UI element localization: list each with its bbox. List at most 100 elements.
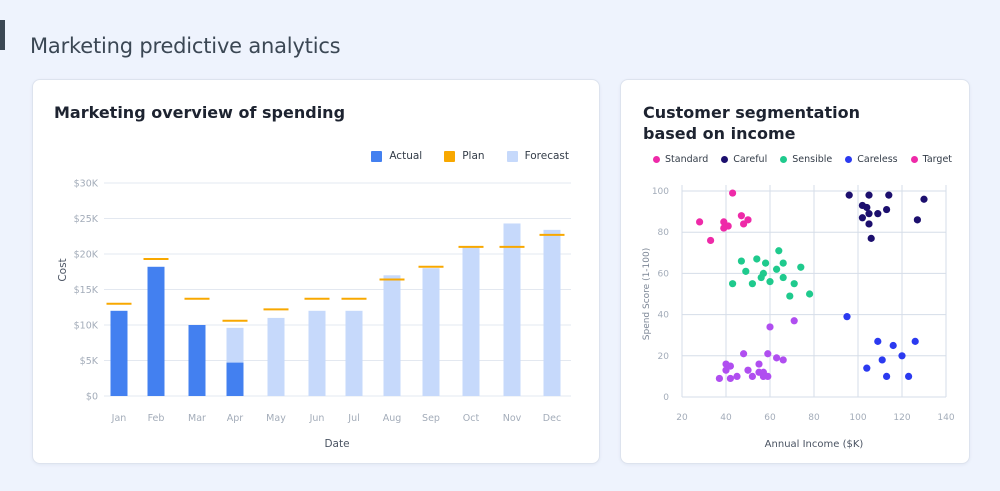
point-careful [858, 214, 866, 222]
point-target [722, 366, 730, 374]
point-sensible [742, 267, 750, 275]
segmentation-legend: Standard Careful Sensible Careless Target [653, 154, 952, 165]
point-target [744, 366, 752, 374]
point-target [748, 372, 756, 380]
point-standard [696, 218, 704, 226]
point-careful [885, 191, 893, 199]
x-tick-label: Feb [148, 413, 165, 424]
x-tick-label: Mar [188, 413, 206, 424]
x-tick-label: May [266, 413, 286, 424]
x-tick-label: Oct [463, 413, 480, 424]
x-axis-label: Annual Income ($K) [765, 439, 864, 450]
legend-item-target[interactable]: Target [910, 154, 953, 165]
legend-dot-standard [653, 156, 660, 163]
y-tick-label: 20 [658, 352, 670, 362]
y-tick-label: 100 [652, 187, 669, 197]
point-careful [867, 234, 875, 242]
segmentation-scatter-chart: Annual Income ($K) Spend Score (1-100) 2… [642, 185, 955, 450]
x-tick-label: Jun [309, 413, 325, 424]
point-careful [883, 205, 891, 214]
point-careless [911, 337, 919, 345]
title-accent-bar [0, 20, 5, 50]
point-target [779, 356, 787, 364]
legend-dot-careful [721, 156, 729, 163]
spending-legend: Actual Plan Forecast [371, 150, 569, 162]
y-tick-label: $25K [74, 214, 99, 225]
point-sensible [775, 247, 783, 255]
legend-item-sensible[interactable]: Sensible [780, 154, 832, 165]
point-sensible [748, 280, 756, 288]
point-careful [865, 191, 873, 199]
spending-chart-card: Marketing overview of spending Actual Pl… [32, 79, 600, 464]
point-careless [889, 341, 897, 350]
point-careless [878, 356, 886, 364]
legend-dot-careless [845, 156, 853, 163]
x-tick-label: Nov [503, 413, 522, 424]
legend-item-actual[interactable]: Actual [371, 150, 422, 162]
legend-item-standard[interactable]: Standard [653, 154, 708, 165]
actual-bar-mar [188, 325, 206, 396]
forecast-bar-dec [543, 229, 561, 396]
point-careful [865, 220, 873, 228]
forecast-bar-nov [503, 223, 521, 396]
x-tick-label: 100 [849, 413, 866, 423]
y-tick-label: $0 [86, 392, 98, 403]
y-tick-label: $10K [74, 321, 99, 332]
point-careless [874, 337, 882, 345]
legend-dot-target [910, 156, 918, 163]
legend-item-careful[interactable]: Careful [721, 154, 767, 165]
page-title: Marketing predictive analytics [30, 34, 341, 59]
y-tick-label: $20K [74, 250, 99, 261]
point-sensible [790, 280, 798, 288]
point-careless [843, 313, 851, 321]
y-tick-label: $15K [74, 285, 99, 296]
point-careful [874, 210, 882, 218]
actual-bar-apr [226, 362, 244, 396]
point-target [764, 350, 772, 358]
legend-label: Actual [389, 150, 423, 162]
x-tick-label: 60 [764, 413, 776, 423]
x-tick-label: 80 [808, 413, 820, 423]
segmentation-chart-card: Customer segmentation based on income St… [620, 79, 970, 464]
forecast-bar-jul [345, 310, 363, 396]
actual-bar-feb [147, 266, 165, 396]
point-careful [865, 210, 873, 218]
y-tick-label: $30K [74, 179, 99, 190]
legend-item-plan[interactable]: Plan [444, 150, 485, 162]
legend-swatch-actual [371, 150, 383, 162]
legend-swatch-forecast [506, 150, 518, 162]
point-careful [863, 203, 871, 212]
point-target [733, 372, 741, 380]
legend-item-forecast[interactable]: Forecast [506, 150, 569, 162]
x-tick-label: Aug [383, 413, 402, 424]
legend-dot-sensible [780, 156, 788, 163]
legend-item-careless[interactable]: Careless [845, 154, 898, 165]
legend-label: Target [922, 154, 953, 165]
x-tick-label: Jan [111, 413, 127, 424]
point-careful [845, 191, 853, 199]
legend-label: Careless [857, 154, 898, 165]
forecast-bar-sep [422, 268, 440, 396]
point-standard [740, 220, 748, 228]
y-tick-label: 40 [658, 311, 670, 321]
legend-swatch-plan [444, 150, 456, 162]
point-target [715, 374, 723, 383]
y-axis-label: Spend Score (1-100) [642, 248, 652, 340]
x-tick-label: Jul [347, 413, 359, 424]
point-careless [905, 372, 913, 380]
point-standard [737, 212, 745, 220]
x-tick-label: Apr [227, 413, 244, 424]
x-tick-label: Dec [543, 413, 561, 424]
point-target [764, 372, 772, 380]
point-standard [707, 236, 715, 245]
forecast-bar-may [267, 317, 285, 396]
legend-label: Forecast [524, 150, 569, 162]
y-axis-label: Cost [57, 258, 69, 281]
x-tick-label: 120 [893, 413, 910, 423]
point-sensible [729, 280, 737, 288]
y-tick-label: 0 [663, 393, 669, 403]
point-target [740, 350, 748, 358]
y-tick-label: 60 [658, 269, 670, 279]
point-careless [898, 352, 906, 360]
point-careful [913, 216, 921, 224]
